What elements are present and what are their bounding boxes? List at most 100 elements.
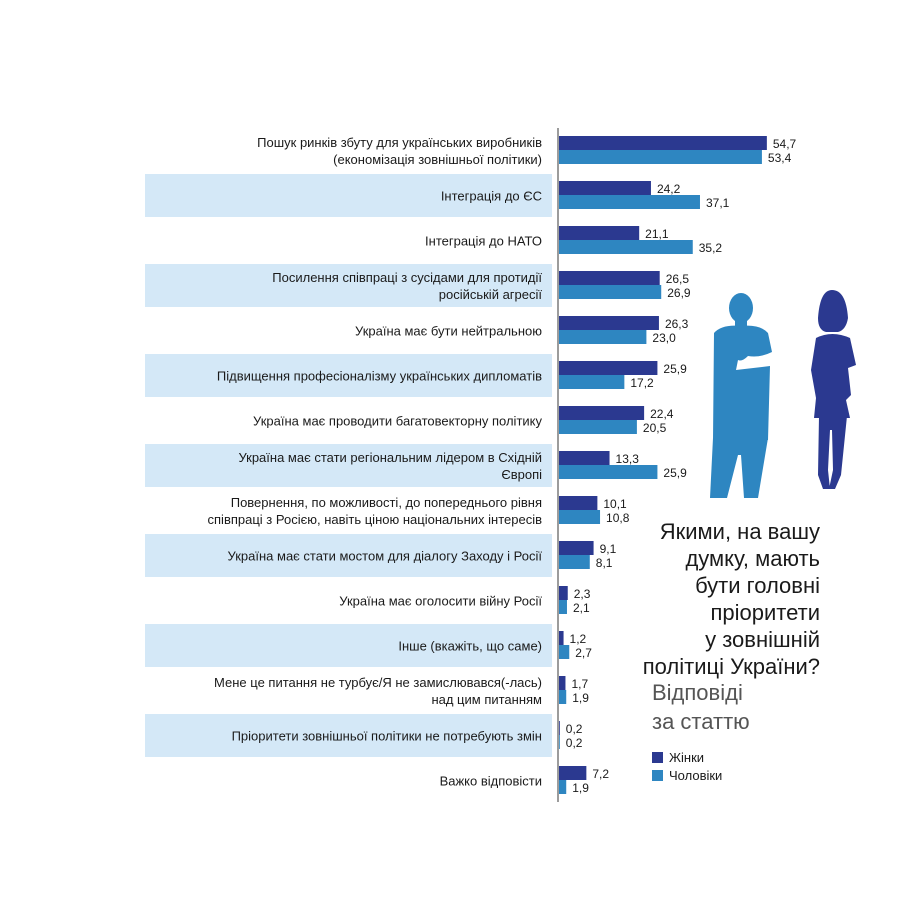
row-band (145, 534, 552, 577)
category-label-line: Україна має стати регіональним лідером в… (238, 450, 542, 465)
category-label: Повернення, по можливості, до попередньо… (208, 495, 543, 527)
bar-women (559, 766, 587, 780)
bar-men (559, 240, 693, 254)
category-label-line: Пріоритети зовнішньої політики не потреб… (232, 729, 542, 744)
bar-men (559, 690, 567, 704)
bar-women (559, 226, 640, 240)
value-label-women: 2,3 (574, 587, 591, 601)
category-label-line: Пошук ринків збуту для українських вироб… (257, 135, 542, 150)
bar-men (559, 510, 601, 524)
value-label-women: 26,3 (665, 317, 689, 331)
bar-men (559, 600, 567, 614)
row-bands (145, 174, 552, 757)
legend-label-men: Чоловіки (669, 767, 723, 783)
bar-men (559, 150, 762, 164)
value-label-men: 0,2 (566, 736, 583, 750)
category-label-line: (економізація зовнішньої політики) (333, 152, 542, 167)
category-label-line: Повернення, по можливості, до попередньо… (231, 495, 542, 510)
legend: Жінки Чоловіки (652, 748, 722, 784)
legend-label-women: Жінки (669, 749, 705, 765)
category-label: Важко відповісти (440, 774, 542, 789)
man-silhouette-icon (710, 293, 772, 498)
bar-men (559, 465, 658, 479)
value-label-women: 26,5 (666, 272, 690, 286)
value-label-men: 10,8 (606, 511, 630, 525)
value-label-men: 1,9 (572, 781, 589, 795)
bar-women (559, 541, 594, 555)
category-label-line: Європі (501, 467, 542, 482)
category-label-line: Важко відповісти (440, 774, 542, 789)
row-band (145, 354, 552, 397)
bar-women (559, 316, 659, 330)
value-label-men: 26,9 (667, 286, 691, 300)
bar-women (559, 631, 564, 645)
category-label-line: Посилення співпраці з сусідами для проти… (272, 270, 542, 285)
legend-item-women: Жінки (652, 748, 722, 766)
chart-subtitle: Відповіді за статтю (652, 680, 750, 734)
value-label-women: 25,9 (663, 362, 687, 376)
legend-swatch-women (652, 751, 663, 763)
bar-men (559, 645, 570, 659)
bar-men (559, 735, 560, 749)
value-label-men: 1,9 (572, 691, 589, 705)
value-label-men: 25,9 (663, 466, 687, 480)
bar-women (559, 181, 651, 195)
value-label-women: 21,1 (645, 227, 669, 241)
category-label: Посилення співпраці з сусідами для проти… (272, 270, 542, 302)
bar-women (559, 496, 598, 510)
category-label: Підвищення професіоналізму українських д… (217, 369, 542, 384)
value-label-men: 2,1 (573, 601, 590, 615)
category-label: Інтеграція до НАТО (425, 234, 542, 249)
value-label-women: 7,2 (592, 767, 609, 781)
value-label-women: 13,3 (616, 452, 640, 466)
category-label-line: співпраці з Росією, навіть ціною націона… (208, 512, 543, 527)
category-labels: Пошук ринків збуту для українських вироб… (208, 135, 543, 789)
category-label: Україна має бути нейтральною (355, 324, 542, 339)
bar-men (559, 420, 637, 434)
category-label: Інтеграція до ЄС (441, 189, 542, 204)
bar-women (559, 721, 560, 735)
bar-women (559, 586, 568, 600)
category-label: Пріоритети зовнішньої політики не потреб… (232, 729, 542, 744)
value-label-men: 2,7 (575, 646, 592, 660)
value-label-women: 9,1 (600, 542, 617, 556)
value-label-men: 20,5 (643, 421, 667, 435)
category-label: Інше (вкажіть, що саме) (398, 639, 542, 654)
row-band (145, 624, 552, 667)
category-label: Україна має стати регіональним лідером в… (238, 450, 542, 482)
row-band (145, 444, 552, 487)
category-label: Мене це питання не турбує/Я не замислюва… (214, 675, 542, 707)
value-label-women: 24,2 (657, 182, 681, 196)
category-label-line: над цим питанням (431, 692, 542, 707)
value-label-women: 54,7 (773, 137, 797, 151)
value-label-women: 22,4 (650, 407, 674, 421)
bar-women (559, 451, 610, 465)
bar-women (559, 406, 645, 420)
category-label-line: Україна має проводити багатовекторну пол… (253, 414, 542, 429)
category-label-line: Україна має бути нейтральною (355, 324, 542, 339)
category-label-line: Підвищення професіоналізму українських д… (217, 369, 542, 384)
value-labels: 54,753,4 24,2 37,1 21,1 35,2 26,526,9 26,323,0… (566, 137, 797, 795)
value-label-women: 1,7 (571, 677, 588, 691)
category-label-line: Інтеграція до ЄС (441, 189, 542, 204)
value-label-men: 23,0 (652, 331, 676, 345)
category-label-line: Мене це питання не турбує/Я не замислюва… (214, 675, 542, 690)
bar-men (559, 330, 647, 344)
row-band (145, 264, 552, 307)
bar-women (559, 271, 660, 285)
value-label-men: 8,1 (596, 556, 613, 570)
category-label: Україна має стати мостом для діалогу Зах… (228, 549, 543, 564)
bar-men (559, 375, 625, 389)
bars (559, 136, 767, 794)
bar-women (559, 361, 658, 375)
category-label-line: російській агресії (439, 287, 543, 302)
category-label-line: Інтеграція до НАТО (425, 234, 542, 249)
category-label-line: Україна має оголосити війну Росії (339, 594, 542, 609)
value-label-men: 35,2 (699, 241, 723, 255)
bar-women (559, 676, 566, 690)
category-label: Україна має оголосити війну Росії (339, 594, 542, 609)
chart-question: Якими, на вашу думку, мають бути головні… (642, 519, 820, 679)
bar-women (559, 136, 767, 150)
row-band (145, 714, 552, 757)
